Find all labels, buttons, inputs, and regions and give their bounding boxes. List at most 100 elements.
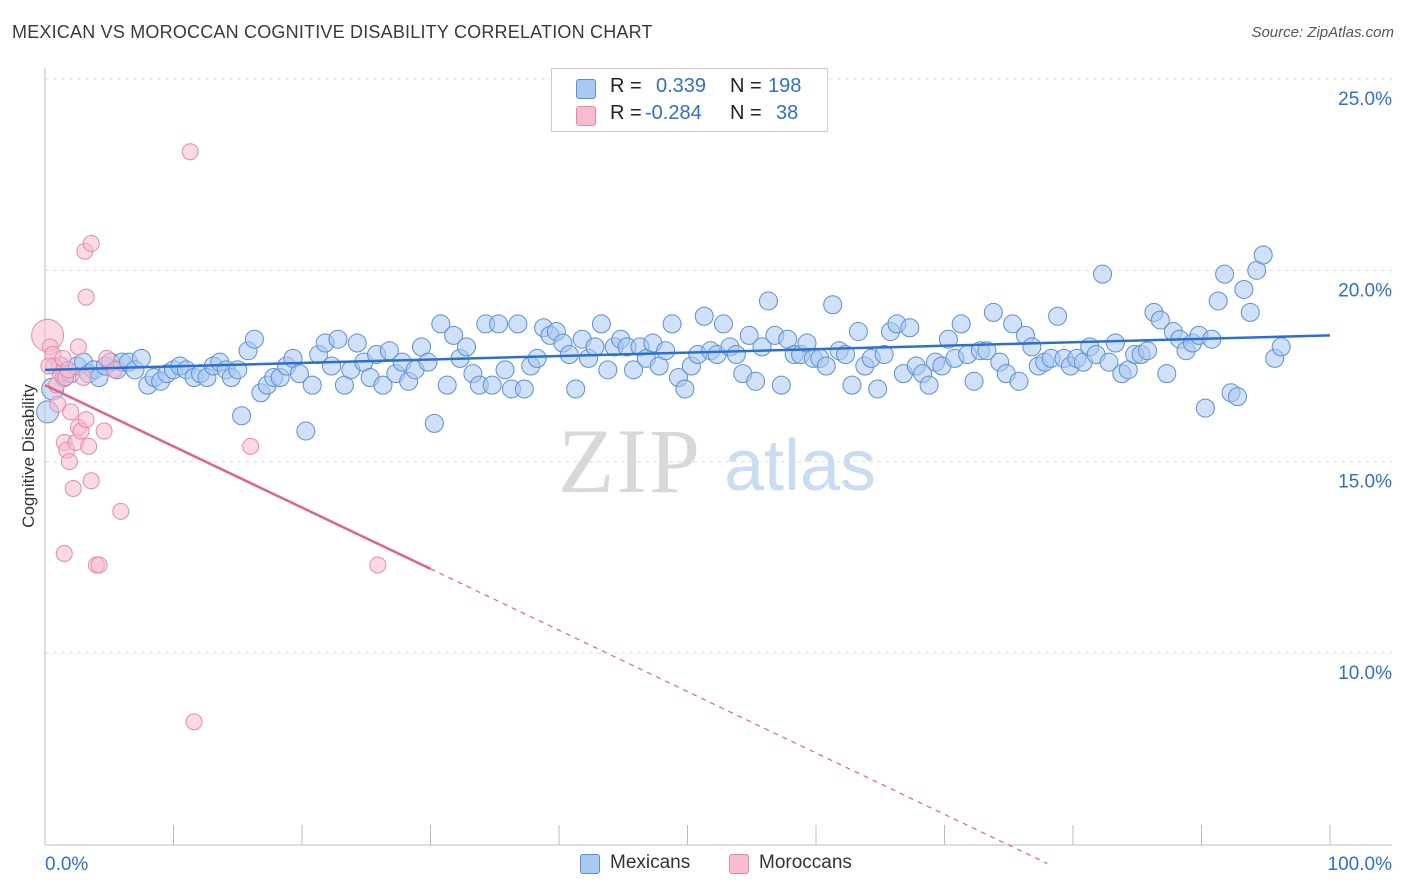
data-point-mexicans [1253, 245, 1273, 265]
bottom-swatch-moroccans [729, 854, 749, 874]
grid-lines [45, 78, 1392, 654]
data-point-moroccans [90, 556, 108, 574]
data-point-moroccans [64, 479, 82, 497]
data-point-mexicans [585, 337, 605, 357]
legend-r-value: 0.339 [656, 75, 707, 97]
data-point-mexicans [823, 295, 843, 315]
legend-row-mexicans: R = 0.339 N = 198 [552, 75, 827, 101]
data-point-moroccans [112, 502, 130, 520]
y-axis-label: Cognitive Disability [19, 384, 38, 528]
x-tick-label: 100.0% [1328, 854, 1393, 875]
data-point-moroccans [82, 235, 100, 253]
trend-lines [44, 334, 1331, 865]
data-point-mexicans [1105, 333, 1125, 353]
data-point-mexicans [739, 325, 759, 345]
chart-title: MEXICAN VS MOROCCAN COGNITIVE DISABILITY… [12, 22, 653, 42]
data-point-mexicans [694, 306, 714, 326]
data-point-mexicans [1227, 387, 1247, 407]
legend-n-label: N = [730, 75, 762, 97]
data-point-mexicans [131, 348, 151, 368]
data-point-mexicans [444, 325, 464, 345]
data-point-mexicans [598, 360, 618, 380]
watermark-atlas: atlas [724, 426, 876, 506]
data-point-mexicans [713, 314, 733, 334]
data-point-mexicans [951, 314, 971, 334]
data-point-mexicans [662, 314, 682, 334]
data-point-mexicans [938, 329, 958, 349]
y-tick-label: 25.0% [1338, 89, 1392, 110]
legend-n-label: N = [730, 102, 762, 124]
data-point-mexicans [656, 341, 676, 361]
data-point-moroccans [69, 338, 87, 356]
data-point-mexicans [456, 337, 476, 357]
data-point-mexicans [919, 375, 939, 395]
y-tick-label: 15.0% [1338, 472, 1392, 493]
data-point-mexicans [1003, 314, 1023, 334]
bottom-swatch-mexicans [580, 854, 600, 874]
data-point-mexicans [489, 314, 509, 334]
data-point-mexicans [322, 356, 342, 376]
data-point-mexicans [868, 379, 888, 399]
trend-line-mexicans [44, 334, 1331, 372]
data-point-mexicans [1150, 310, 1170, 330]
data-point-mexicans [1099, 352, 1119, 372]
data-point-mexicans [983, 302, 1003, 322]
bottom-legend-label: Mexicans [610, 852, 691, 873]
data-point-mexicans [836, 345, 856, 365]
data-point-moroccans [82, 472, 100, 490]
data-point-mexicans [1157, 364, 1177, 384]
data-point-mexicans [1022, 337, 1042, 357]
data-point-mexicans [675, 379, 695, 399]
data-point-mexicans [1208, 291, 1228, 311]
data-point-mexicans [1234, 279, 1254, 299]
data-point-mexicans [232, 406, 252, 426]
data-point-mexicans [1215, 264, 1235, 284]
watermark: ZIP atlas [558, 410, 876, 512]
data-point-mexicans [373, 375, 393, 395]
legend-r-value: -0.284 [645, 102, 702, 124]
data-point-moroccans [55, 545, 73, 563]
legend-r-label: R = [610, 75, 642, 97]
series-moroccans [31, 143, 387, 731]
data-point-moroccans [62, 403, 80, 421]
chart-source: Source: ZipAtlas.com [1251, 24, 1394, 41]
data-point-mexicans [1138, 341, 1158, 361]
tick-labels: 10.0% 15.0% 20.0% 25.0% 0.0% 100.0% [45, 89, 1392, 875]
data-point-moroccans [49, 395, 67, 413]
data-point-mexicans [758, 291, 778, 311]
legend-swatch-moroccans [576, 106, 596, 126]
legend-n-value: 198 [768, 75, 802, 97]
data-point-mexicans [848, 322, 868, 342]
data-point-moroccans [77, 288, 95, 306]
data-point-mexicans [296, 421, 316, 441]
data-point-mexicans [1240, 302, 1260, 322]
data-point-mexicans [964, 371, 984, 391]
data-point-mexicans [328, 329, 348, 349]
data-point-mexicans [482, 375, 502, 395]
data-point-mexicans [746, 371, 766, 391]
data-point-mexicans [495, 360, 515, 380]
data-point-moroccans [60, 453, 78, 471]
legend-row-moroccans: R = -0.284 N = 38 [552, 102, 827, 128]
data-point-mexicans [842, 375, 862, 395]
data-point-mexicans [591, 314, 611, 334]
data-point-mexicans [771, 375, 791, 395]
legend-n-value: 38 [776, 102, 799, 124]
data-point-mexicans [508, 314, 528, 334]
data-point-mexicans [874, 345, 894, 365]
data-point-moroccans [95, 422, 113, 440]
trend-line-moroccans [44, 384, 432, 570]
stats-legend: R = 0.339 N = 198 R = -0.284 N = 38 [551, 68, 828, 132]
data-point-moroccans [75, 368, 93, 386]
data-point-moroccans [369, 556, 387, 574]
data-point-mexicans [424, 413, 444, 433]
series-mexicans [36, 245, 1291, 441]
data-point-mexicans [437, 375, 457, 395]
data-point-mexicans [900, 318, 920, 338]
data-point-mexicans [816, 356, 836, 376]
data-point-mexicans [1009, 371, 1029, 391]
data-point-mexicans [1048, 306, 1068, 326]
data-point-mexicans [302, 375, 322, 395]
data-point-moroccans [185, 713, 203, 731]
data-point-mexicans [418, 352, 438, 372]
